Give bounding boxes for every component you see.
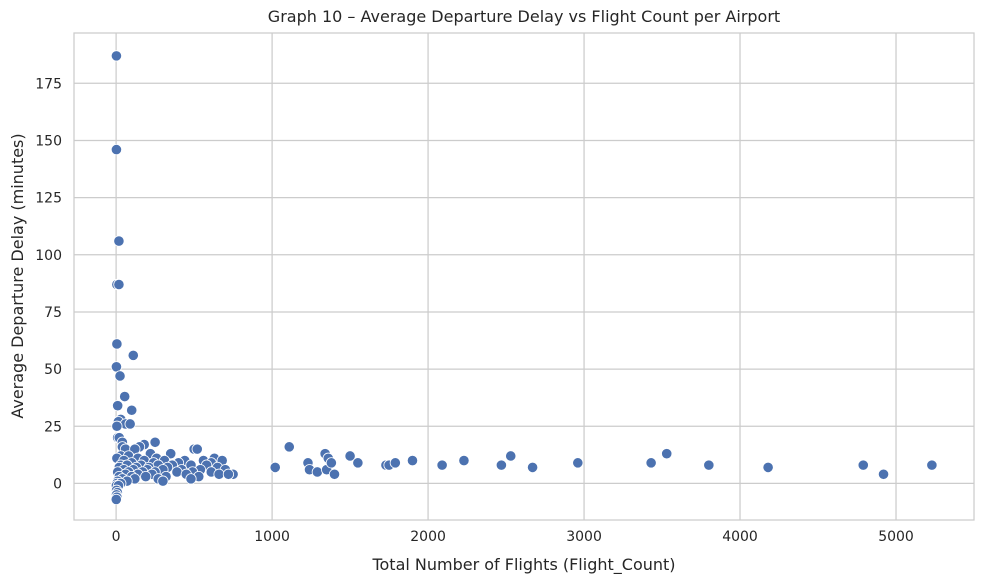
x-axis-label: Total Number of Flights (Flight_Count) xyxy=(371,555,675,575)
data-point xyxy=(406,454,419,467)
y-tick-label: 25 xyxy=(44,419,62,435)
data-point xyxy=(157,475,169,487)
plot-grid xyxy=(74,33,974,520)
data-point xyxy=(140,470,152,483)
data-point xyxy=(344,450,356,462)
data-point xyxy=(526,461,539,474)
x-tick-label: 4000 xyxy=(722,529,758,545)
chart-title: Graph 10 – Average Departure Delay vs Fl… xyxy=(268,7,780,26)
data-point xyxy=(283,441,295,453)
x-tick-label: 0 xyxy=(112,529,121,545)
data-point xyxy=(113,278,125,291)
y-tick-label: 75 xyxy=(44,305,62,321)
y-axis-label: Average Departure Delay (minutes) xyxy=(8,133,27,418)
data-points xyxy=(110,50,938,506)
data-point xyxy=(661,448,673,460)
data-point xyxy=(111,420,123,432)
data-point xyxy=(762,461,774,474)
data-point xyxy=(127,349,139,361)
data-point xyxy=(111,338,123,350)
data-point xyxy=(703,459,715,471)
data-point xyxy=(185,473,197,485)
data-point xyxy=(149,436,161,448)
y-axis-ticks: 0 25 50 75 100 125 150 175 xyxy=(35,76,62,492)
data-point xyxy=(213,468,225,480)
data-point xyxy=(113,235,125,247)
data-point xyxy=(352,457,364,469)
data-point xyxy=(311,466,323,478)
y-tick-label: 150 xyxy=(35,133,62,149)
data-point xyxy=(436,459,448,471)
data-point xyxy=(191,443,203,455)
data-point xyxy=(119,390,131,403)
x-tick-label: 3000 xyxy=(566,529,602,545)
data-point xyxy=(328,468,341,480)
data-point xyxy=(926,459,938,471)
data-point xyxy=(389,457,401,469)
x-tick-label: 2000 xyxy=(410,529,446,545)
data-point xyxy=(572,457,584,469)
data-point xyxy=(165,448,177,460)
y-tick-label: 175 xyxy=(35,76,62,92)
y-tick-label: 0 xyxy=(53,476,62,492)
y-tick-label: 50 xyxy=(44,362,62,378)
data-point xyxy=(124,418,136,430)
y-tick-label: 125 xyxy=(35,191,62,207)
data-point xyxy=(171,466,183,478)
data-point xyxy=(110,50,123,62)
x-tick-label: 1000 xyxy=(254,529,290,545)
data-point xyxy=(325,457,337,469)
x-tick-label: 5000 xyxy=(878,529,914,545)
data-point xyxy=(857,459,869,471)
y-tick-label: 100 xyxy=(35,248,62,264)
data-point xyxy=(112,400,124,412)
plot-frame xyxy=(73,32,975,521)
data-point xyxy=(458,454,470,467)
x-axis-ticks: 0 1000 2000 3000 4000 5000 xyxy=(112,529,914,545)
data-point xyxy=(495,459,507,471)
data-point xyxy=(877,468,890,480)
data-point xyxy=(269,461,281,474)
data-point xyxy=(505,450,517,462)
data-point xyxy=(645,457,657,469)
data-point xyxy=(110,493,122,506)
data-point xyxy=(114,370,126,382)
data-point xyxy=(110,144,123,156)
data-point xyxy=(222,468,235,480)
data-point xyxy=(126,404,138,416)
